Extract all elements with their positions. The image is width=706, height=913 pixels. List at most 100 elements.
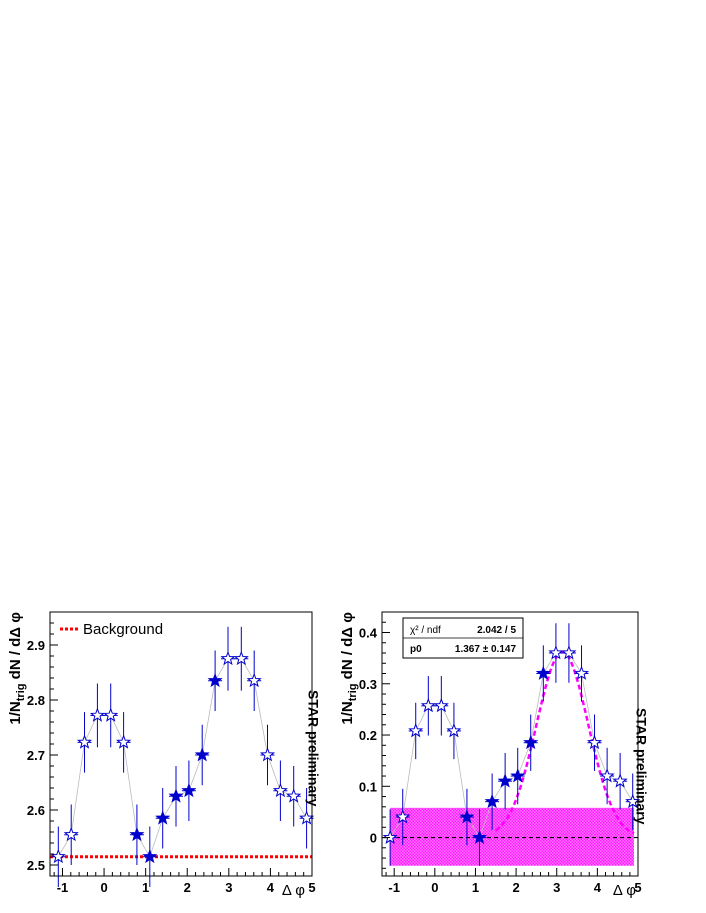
open-star-marker (420, 697, 436, 713)
open-star-marker (612, 773, 628, 788)
open-star-marker (561, 645, 577, 660)
open-star-marker (89, 707, 105, 722)
x-tick-label: 4 (267, 880, 275, 895)
data-point (89, 683, 105, 748)
data-point (181, 760, 197, 821)
data-point (246, 650, 262, 711)
open-star-marker (233, 650, 249, 666)
open-star-marker (299, 810, 315, 825)
data-point (207, 650, 223, 711)
filled-star-marker (194, 747, 210, 762)
data-point (155, 788, 171, 849)
data-point (561, 623, 577, 683)
filled-star-marker (459, 809, 475, 824)
open-star-marker (76, 734, 93, 749)
data-point (471, 809, 488, 866)
data-point (497, 752, 513, 810)
open-star-marker (246, 672, 262, 688)
data-point (535, 645, 551, 702)
x-tick-label: -1 (57, 880, 69, 895)
x-axis-label: Δ φ (282, 882, 305, 899)
filled-star-marker (155, 810, 171, 825)
data-point (433, 676, 449, 736)
x-tick-label: 3 (225, 880, 232, 895)
y-axis-label-main: 1/N (339, 701, 356, 724)
x-tick-label: 2 (512, 880, 519, 895)
y-tick-label: 2.7 (27, 748, 45, 763)
y-tick-label: 0.4 (359, 626, 378, 641)
filled-star-marker (181, 782, 197, 798)
data-point (103, 683, 119, 748)
x-axis-label: Δ φ (613, 882, 636, 899)
x-tick-label: 3 (553, 880, 560, 895)
data-point (573, 645, 590, 702)
filled-star-marker (510, 768, 526, 783)
open-star-marker (433, 697, 449, 713)
open-star-marker (446, 723, 462, 738)
data-point (459, 788, 475, 846)
x-tick-label: 1 (472, 880, 479, 895)
y-axis-label: 1/Ntrig dN / dΔ φ (339, 612, 359, 725)
data-point (446, 702, 462, 760)
left-panel: -1 0 1 2 3 4 5 2.5 2.6 2.7 2.8 2.9 Background STAR … (7, 611, 321, 899)
data-point (510, 747, 526, 805)
filled-star-marker (471, 829, 488, 844)
data-point (408, 702, 424, 760)
open-star-marker (382, 829, 398, 844)
y-tick-label: 2.5 (27, 858, 45, 873)
data-point (50, 826, 66, 887)
y-tick-label: 2.6 (27, 803, 45, 818)
open-star-marker (220, 650, 236, 666)
open-star-marker (103, 707, 119, 722)
stats-p0-label: p0 (410, 644, 422, 655)
data-point (420, 676, 436, 736)
data-point (220, 626, 236, 691)
data-point (625, 773, 641, 830)
y-axis-label-sub: trig (15, 684, 27, 702)
y-axis-label-main: 1/N (7, 701, 24, 724)
gaussian-fit-curve (495, 650, 635, 835)
y-tick-label: 0 (370, 831, 377, 846)
open-star-marker (586, 734, 603, 750)
filled-star-marker (535, 665, 551, 680)
y-axis-label-rest: dN / dΔ φ (7, 612, 24, 684)
x-tick-label: 1 (142, 880, 149, 895)
y-axis-label-sub: trig (347, 684, 359, 702)
plot-frame (49, 611, 313, 877)
data-point (76, 712, 93, 773)
data-point (233, 626, 249, 691)
data-point (272, 760, 288, 821)
open-star-marker (408, 723, 424, 738)
data-point (523, 714, 539, 771)
y-axis-label: 1/Ntrig dN / dΔ φ (7, 612, 27, 725)
x-tick-label: -1 (388, 880, 400, 895)
data-point (259, 724, 276, 786)
filled-star-marker (129, 826, 145, 842)
open-star-marker (272, 782, 288, 798)
data-point (382, 809, 398, 866)
data-point (286, 766, 302, 827)
filled-star-marker (168, 788, 184, 803)
data-point (168, 766, 184, 827)
open-star-marker (625, 793, 641, 809)
open-star-marker (259, 747, 276, 762)
filled-star-marker (523, 734, 539, 750)
data-point (116, 712, 132, 773)
legend: Background (60, 621, 163, 638)
plot-frame (381, 611, 639, 877)
data-point (395, 788, 411, 846)
stats-box: χ² / ndf 2.042 / 5 p0 1.367 ± 0.147 (402, 617, 524, 659)
y-tick-label: 2.8 (27, 693, 45, 708)
y-tick-label: 0.2 (359, 728, 377, 743)
y-tick-label: 2.9 (27, 638, 45, 653)
data-point (63, 804, 79, 865)
data-point (142, 826, 158, 887)
filled-star-marker (484, 793, 500, 809)
stats-p0-value: 1.367 ± 0.147 (455, 644, 517, 655)
filled-star-marker (142, 848, 158, 864)
stats-chi2-value: 2.042 / 5 (477, 625, 516, 636)
x-tick-label: 4 (594, 880, 602, 895)
data-point (299, 788, 315, 849)
systematic-band (390, 807, 634, 866)
